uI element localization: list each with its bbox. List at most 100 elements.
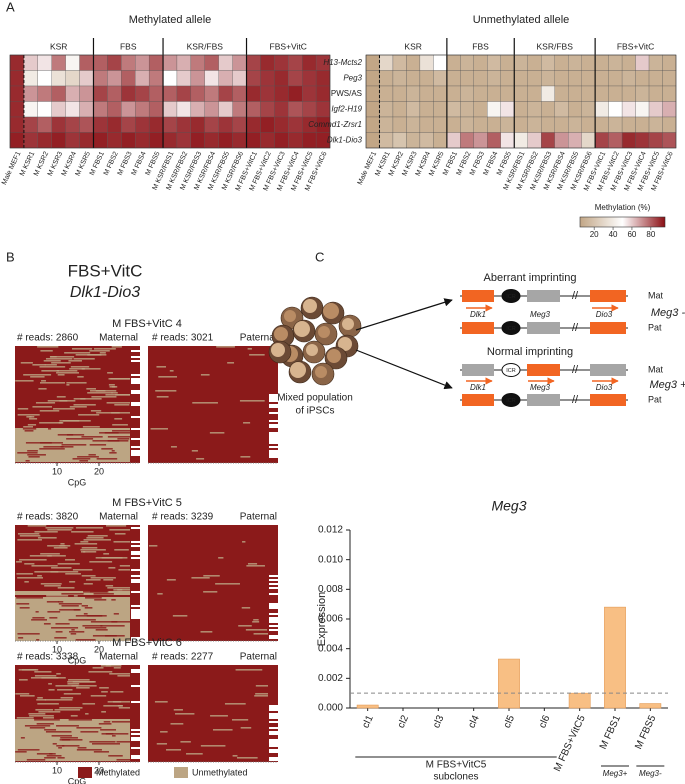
read-edge	[269, 633, 278, 635]
read-segment	[99, 352, 106, 354]
read-segment	[215, 583, 240, 585]
read-edge	[269, 735, 278, 737]
heatmap-cell	[581, 101, 596, 118]
read-segment	[247, 563, 258, 565]
heatmap-cell	[79, 70, 94, 87]
heatmap-cell	[554, 85, 569, 102]
heatmap-cell	[594, 116, 609, 133]
read-edge	[131, 739, 140, 741]
read-edge	[269, 551, 278, 553]
heatmap-cell	[260, 101, 275, 118]
read-edge	[131, 398, 140, 400]
heatmap-cell	[379, 54, 394, 71]
read-segment	[24, 430, 34, 432]
read-edge	[269, 579, 278, 581]
read-segment	[103, 553, 110, 555]
read-segment	[235, 669, 263, 671]
read-edge	[269, 563, 278, 565]
heatmap-cell	[204, 85, 219, 102]
x-tick-label: 20	[94, 765, 104, 775]
read-segment	[67, 683, 80, 685]
heatmap-cell	[473, 116, 488, 133]
heatmap-cell	[554, 70, 569, 87]
heatmap-cell	[79, 85, 94, 102]
read-edge	[131, 559, 140, 561]
heatmap-cell	[302, 101, 317, 118]
heatmap-cell	[473, 54, 488, 71]
read-segment	[255, 693, 268, 695]
read-segment	[25, 442, 52, 444]
heatmap-cell	[500, 54, 515, 71]
heatmap-cell	[135, 132, 150, 149]
read-segment	[60, 446, 74, 448]
heatmap-cell	[500, 101, 515, 118]
read-segment	[47, 529, 72, 531]
heatmap-cell	[446, 70, 461, 87]
heatmap-cell	[621, 101, 636, 118]
read-edge	[131, 681, 140, 683]
read-edge	[269, 370, 278, 372]
heatmap-cell	[433, 85, 448, 102]
y-tick-label: 0.010	[318, 554, 343, 565]
read-edge	[269, 434, 278, 436]
read-segment	[112, 701, 130, 703]
read-segment	[186, 753, 203, 755]
read-edge	[131, 717, 140, 719]
read-segment	[35, 611, 39, 613]
read-edge	[269, 593, 278, 595]
read-row	[15, 731, 130, 733]
read-edge	[131, 685, 140, 687]
read-segment	[16, 603, 30, 605]
read-segment	[111, 346, 122, 348]
read-segment	[23, 374, 52, 376]
read-segment	[76, 749, 102, 751]
read-segment	[107, 372, 113, 374]
read-segment	[20, 362, 33, 364]
read-edge	[269, 426, 278, 428]
heatmap-cell	[190, 70, 205, 87]
read-edge	[131, 593, 140, 595]
read-edge	[131, 577, 140, 579]
read-edge	[269, 687, 278, 689]
read-edge	[131, 430, 140, 432]
heatmap-cell	[527, 70, 542, 87]
read-edge	[269, 374, 278, 376]
heatmap-cell	[51, 132, 66, 149]
read-segment	[108, 567, 116, 569]
read-edge	[131, 384, 140, 386]
read-segment	[17, 408, 29, 410]
read-segment	[71, 348, 93, 350]
read-segment	[118, 569, 130, 571]
read-segment	[148, 545, 158, 547]
row-label: PWS/AS	[331, 89, 362, 98]
read-edge	[269, 597, 278, 599]
read-segment	[107, 436, 130, 438]
read-segment	[249, 354, 265, 356]
read-edge	[131, 675, 140, 677]
legend-swatch	[78, 767, 92, 778]
read-edge	[131, 605, 140, 607]
read-segment	[27, 424, 37, 426]
heatmap-cell	[190, 54, 205, 71]
read-edge	[131, 458, 140, 460]
heatmap-cell	[218, 101, 233, 118]
read-edge	[269, 721, 278, 723]
read-segment	[66, 382, 87, 384]
read-edge	[269, 458, 278, 460]
read-segment	[43, 360, 61, 362]
read-edge	[131, 432, 140, 434]
read-segment	[48, 689, 55, 691]
heatmap-cell	[107, 54, 122, 71]
x-tick-label: M FBS+VitC5	[552, 713, 588, 773]
read-edge	[131, 557, 140, 559]
read-edge	[131, 705, 140, 707]
read-segment	[34, 531, 58, 533]
read-edge	[269, 669, 278, 671]
read-segment	[81, 436, 103, 438]
read-edge	[269, 677, 278, 679]
read-edge	[131, 356, 140, 358]
read-segment	[240, 727, 252, 729]
read-segment	[117, 675, 130, 677]
gene-label: Dlk1	[470, 383, 486, 392]
y-tick-label: 0.008	[318, 584, 343, 595]
